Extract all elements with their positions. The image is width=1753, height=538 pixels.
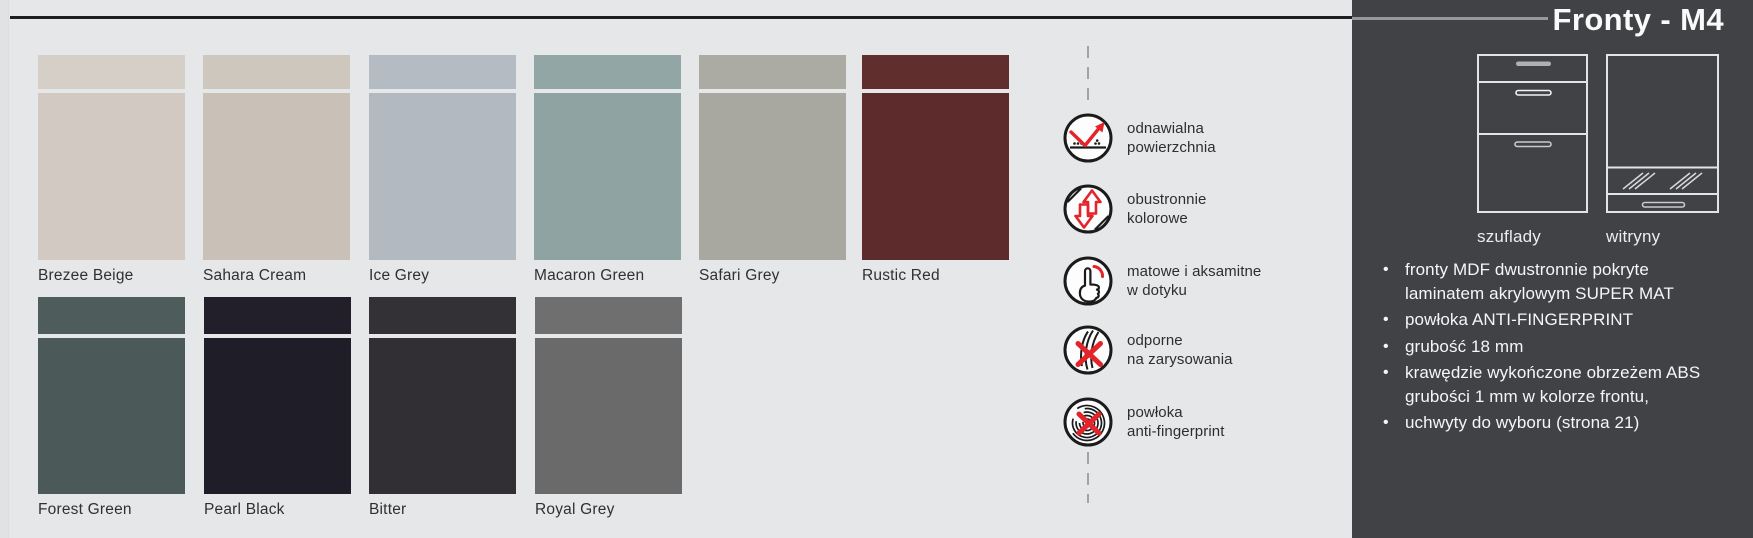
swatch-top-chip (369, 297, 516, 334)
feature-bullet-list: fronty MDF dwustronnie pokryte laminatem… (1381, 258, 1729, 438)
swatch-top-chip (203, 55, 350, 89)
dashed-connector-top (1087, 46, 1089, 102)
swatch-name: Pearl Black (204, 501, 285, 518)
swatch-top-chip (862, 55, 1009, 89)
cabinet-label: witryny (1606, 227, 1661, 246)
swatch-main-chip (862, 93, 1009, 260)
swatch-main-chip (369, 93, 516, 260)
swatch-name: Bitter (369, 501, 407, 518)
swatch-main-chip (534, 93, 681, 260)
swatch-top-chip (534, 55, 681, 89)
feature-label: obustronnie kolorowe (1127, 191, 1207, 227)
dashed-connector-bottom (1087, 452, 1089, 503)
swatch-top-chip (369, 55, 516, 89)
swatch-main-chip (203, 93, 350, 260)
swatch-main-chip (204, 338, 351, 494)
feature-label: powłoka anti-fingerprint (1127, 404, 1225, 440)
color-swatch: Royal Grey (535, 297, 682, 519)
feature-label: odporne na zarysowania (1127, 332, 1233, 368)
swatch-main-chip (535, 338, 682, 494)
bullet-item: uchwyty do wyboru (strona 21) (1381, 411, 1729, 435)
swatch-main-chip (38, 338, 185, 494)
swatch-top-chip (38, 297, 185, 334)
swatch-top-chip (535, 297, 682, 334)
top-divider-rule (10, 16, 1352, 19)
feature-row: odporne na zarysowania (1062, 324, 1233, 376)
swatch-name: Safari Grey (699, 267, 780, 284)
feature-row: odnawialna powierzchnia (1062, 112, 1216, 164)
feature-row: powłoka anti-fingerprint (1062, 396, 1224, 448)
swatch-main-chip (38, 93, 185, 260)
swatch-name: Ice Grey (369, 267, 430, 284)
feature-row: obustronnie kolorowe (1062, 183, 1207, 235)
bullet-item: grubość 18 mm (1381, 335, 1729, 359)
color-swatch: Rustic Red (862, 55, 1009, 285)
swatch-top-chip (699, 55, 846, 89)
title-rule (1352, 17, 1548, 20)
vitrine-icon (1606, 54, 1719, 213)
swatch-main-chip (369, 338, 516, 494)
swatch-name: Royal Grey (535, 501, 615, 518)
color-swatch: Bitter (369, 297, 516, 519)
cabinet-drawing-vitrine: witryny (1606, 54, 1719, 247)
feature-label: odnawialna powierzchnia (1127, 120, 1216, 156)
two-sided-color-icon (1063, 184, 1113, 234)
matte-touch-icon (1063, 256, 1113, 306)
scratch-resistant-icon (1063, 325, 1113, 375)
bullet-item: fronty MDF dwustronnie pokryte laminatem… (1381, 258, 1729, 305)
page-edge-strip (0, 0, 9, 538)
renewable-surface-icon (1063, 113, 1113, 163)
page-title: Fronty - M4 (1552, 2, 1724, 37)
color-swatch: Forest Green (38, 297, 185, 519)
feature-row: matowe i aksamitne w dotyku (1062, 255, 1261, 307)
swatch-top-chip (204, 297, 351, 334)
swatch-name: Sahara Cream (203, 267, 307, 284)
swatch-name: Rustic Red (862, 267, 940, 284)
anti-fingerprint-icon (1063, 397, 1113, 447)
color-swatch: Safari Grey (699, 55, 846, 285)
swatch-top-chip (38, 55, 185, 89)
color-swatch: Pearl Black (204, 297, 351, 519)
swatch-name: Macaron Green (534, 267, 645, 284)
color-swatch: Brezee Beige (38, 55, 185, 285)
swatch-main-chip (699, 93, 846, 260)
cabinet-label: szuflady (1477, 227, 1541, 246)
swatch-name: Forest Green (38, 501, 132, 518)
info-panel: Fronty - M4 szuflady (1352, 0, 1753, 538)
color-swatch: Ice Grey (369, 55, 516, 285)
drawers-icon (1477, 54, 1588, 213)
feature-label: matowe i aksamitne w dotyku (1127, 263, 1262, 299)
bullet-item: powłoka ANTI-FINGERPRINT (1381, 308, 1729, 332)
swatch-name: Brezee Beige (38, 267, 134, 284)
color-swatch: Sahara Cream (203, 55, 350, 285)
bullet-item: krawędzie wykończone obrzeżem ABS gruboś… (1381, 361, 1729, 408)
cabinet-drawing-drawers: szuflady (1477, 54, 1588, 247)
color-swatch: Macaron Green (534, 55, 681, 285)
